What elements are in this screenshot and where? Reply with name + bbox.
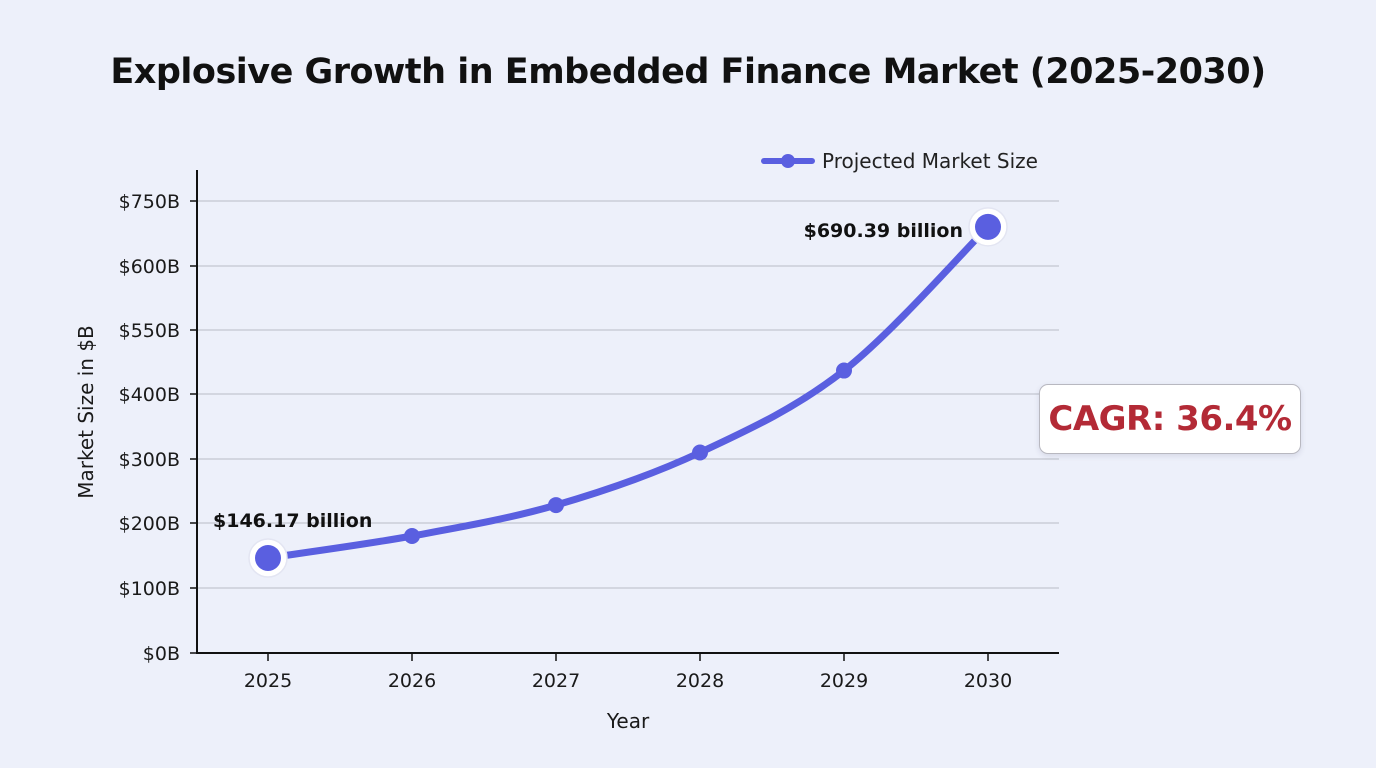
y-tick-label: $550B xyxy=(119,320,180,342)
highlight-marker xyxy=(975,213,1001,240)
y-tick-label: $750B xyxy=(119,191,180,213)
y-tick-label: $200B xyxy=(119,513,180,535)
data-label: $146.17 billion xyxy=(213,510,372,532)
series-projected-market-size xyxy=(248,207,1008,578)
x-tick-label: 2026 xyxy=(388,670,436,692)
highlight-marker xyxy=(255,544,281,571)
x-axis-title: Year xyxy=(606,709,650,733)
data-point-marker xyxy=(548,497,564,514)
y-tick-labels: $0B $100B $200B $300B $400B $550B $600B $750B xyxy=(119,191,197,665)
legend: Projected Market Size xyxy=(761,149,1038,173)
y-tick-label: $0B xyxy=(143,643,180,665)
x-tick-label: 2028 xyxy=(676,670,724,692)
data-point-marker xyxy=(404,528,420,544)
cagr-callout: CAGR: 36.4% xyxy=(1039,384,1301,454)
x-tick-labels: 2025 2026 2027 2028 2029 2030 xyxy=(244,653,1012,692)
legend-label: Projected Market Size xyxy=(822,149,1038,173)
y-tick-label: $400B xyxy=(119,384,180,406)
x-tick-label: 2029 xyxy=(820,670,868,692)
y-tick-label: $100B xyxy=(119,578,180,600)
legend-marker-swatch xyxy=(781,154,795,168)
cagr-text: CAGR: 36.4% xyxy=(1048,399,1292,439)
x-tick-label: 2030 xyxy=(964,670,1012,692)
y-tick-label: $600B xyxy=(119,256,180,278)
x-tick-label: 2025 xyxy=(244,670,292,692)
data-label: $690.39 billion xyxy=(804,220,963,242)
data-point-marker xyxy=(836,362,852,379)
data-labels: $146.17 billion $690.39 billion xyxy=(213,220,963,532)
y-tick-label: $300B xyxy=(119,449,180,471)
axes xyxy=(196,170,1059,654)
gridlines xyxy=(197,200,1059,589)
data-point-marker xyxy=(692,444,708,461)
chart-title: Explosive Growth in Embedded Finance Mar… xyxy=(110,52,1266,92)
x-tick-label: 2027 xyxy=(532,670,580,692)
series-line xyxy=(264,223,992,562)
y-axis-title: Market Size in $B xyxy=(74,325,98,499)
